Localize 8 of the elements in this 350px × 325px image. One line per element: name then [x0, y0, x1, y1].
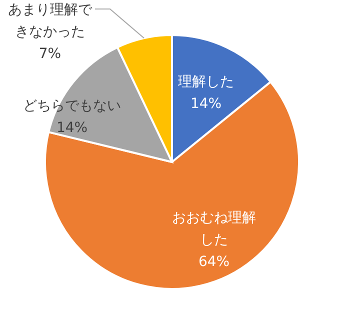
- slice-label: おおむね理解した: [172, 210, 256, 248]
- data-label: 14%: [190, 96, 222, 112]
- slice-label: 理解した: [178, 74, 234, 90]
- slice-label: あまり理解できなかった: [8, 2, 93, 40]
- slice-label: どちらでもない: [23, 98, 121, 114]
- data-label: 7%: [38, 46, 62, 62]
- data-label: 64%: [198, 254, 230, 270]
- data-label: 14%: [56, 120, 88, 136]
